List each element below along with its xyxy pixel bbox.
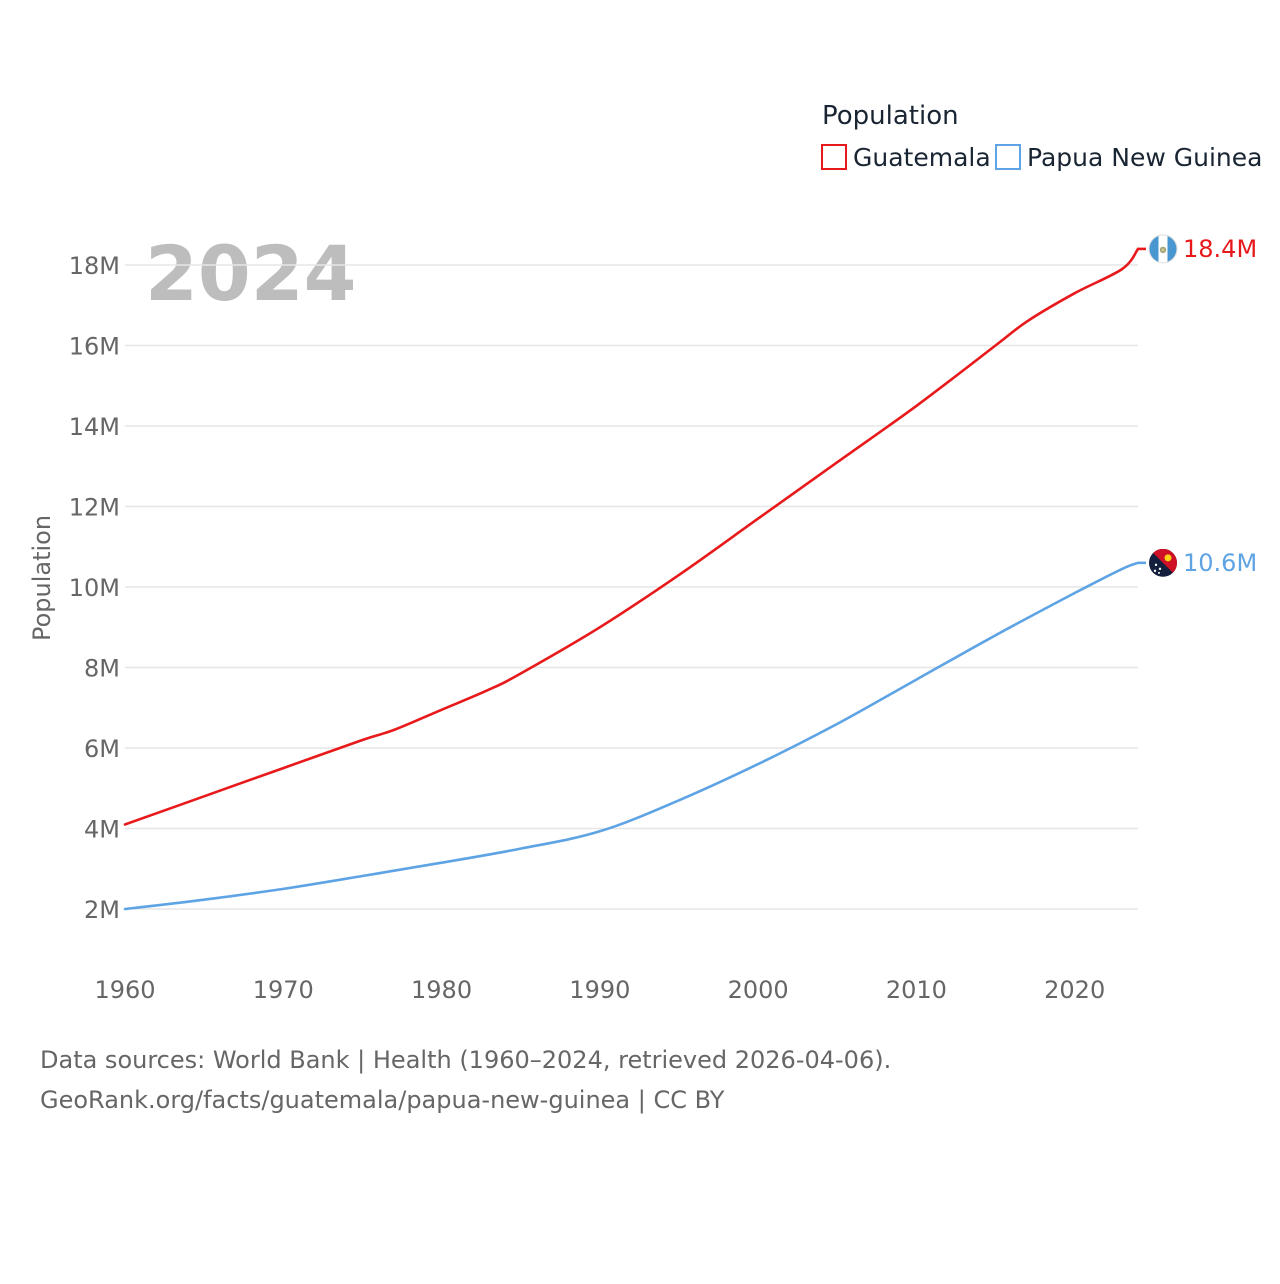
gridlines: [125, 264, 1138, 910]
x-tick-label: 2020: [1044, 976, 1105, 1004]
x-tick-label: 1980: [411, 976, 472, 1004]
y-tick-label: 2M: [84, 896, 120, 924]
y-tick-label: 16M: [69, 333, 120, 361]
y-tick-label: 14M: [69, 413, 120, 441]
legend-swatch-papua-new-guinea: [995, 144, 1021, 170]
x-tick-label: 1990: [569, 976, 630, 1004]
series-line-papua-new-guinea[interactable]: [123, 561, 1140, 911]
credit-link[interactable]: GeoRank.org/facts/guatemala/papua-new-gu…: [40, 1086, 725, 1114]
x-tick-label: 2010: [886, 976, 947, 1004]
y-tick-label: 10M: [69, 574, 120, 602]
data-source-text: Data sources: World Bank | Health (1960–…: [40, 1046, 891, 1074]
x-tick-label: 1960: [94, 976, 155, 1004]
end-label-guatemala: 18.4M: [1183, 235, 1257, 263]
x-axis-ticks: 1960 1970 1980 1990 2000 2010 2020: [94, 976, 1105, 1004]
y-tick-label: 18M: [69, 252, 120, 280]
y-axis-ticks: 2M 4M 6M 8M 10M 12M 14M 16M 18M: [69, 252, 120, 924]
x-tick-label: 2000: [728, 976, 789, 1004]
x-tick-label: 1970: [253, 976, 314, 1004]
legend-swatch-guatemala: [821, 144, 847, 170]
end-label-papua-new-guinea: 10.6M: [1183, 549, 1257, 577]
y-tick-label: 4M: [84, 816, 120, 844]
series-line-guatemala[interactable]: [123, 247, 1140, 826]
legend-label-guatemala: Guatemala: [853, 143, 991, 172]
legend-title: Population: [822, 101, 959, 131]
y-tick-label: 6M: [84, 735, 120, 763]
legend-item-papua-new-guinea[interactable]: Papua New Guinea: [995, 143, 1262, 172]
legend: Population Guatemala Papua New Guinea: [821, 101, 1262, 172]
year-label: 2024: [145, 229, 357, 318]
guatemala-flag-icon: [1148, 234, 1178, 264]
y-tick-label: 8M: [84, 655, 120, 683]
legend-label-papua-new-guinea: Papua New Guinea: [1027, 143, 1262, 172]
legend-item-guatemala[interactable]: Guatemala: [821, 143, 991, 172]
papua-new-guinea-flag-icon: [1149, 548, 1177, 577]
series-lines: [123, 247, 1146, 911]
y-axis-title: Population: [28, 515, 56, 641]
y-tick-label: 12M: [69, 494, 120, 522]
